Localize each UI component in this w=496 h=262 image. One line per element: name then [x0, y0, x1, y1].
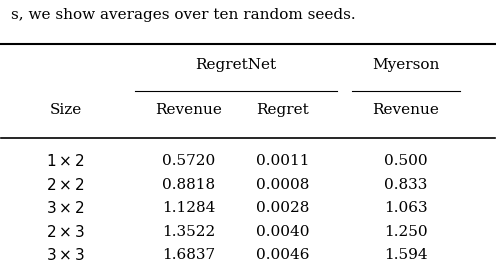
Text: 0.0046: 0.0046 [256, 248, 310, 262]
Text: $3 \times 3$: $3 \times 3$ [46, 247, 85, 262]
Text: $2 \times 2$: $2 \times 2$ [46, 177, 85, 193]
Text: 0.0028: 0.0028 [256, 201, 309, 215]
Text: Regret: Regret [256, 102, 309, 117]
Text: s, we show averages over ten random seeds.: s, we show averages over ten random seed… [11, 8, 356, 23]
Text: Revenue: Revenue [155, 102, 222, 117]
Text: RegretNet: RegretNet [195, 58, 276, 72]
Text: 1.063: 1.063 [384, 201, 428, 215]
Text: $2 \times 3$: $2 \times 3$ [46, 224, 85, 240]
Text: 0.0008: 0.0008 [256, 178, 309, 192]
Text: 0.0040: 0.0040 [256, 225, 310, 239]
Text: Myerson: Myerson [372, 58, 439, 72]
Text: Size: Size [50, 102, 82, 117]
Text: 0.833: 0.833 [384, 178, 428, 192]
Text: 1.3522: 1.3522 [162, 225, 215, 239]
Text: $1 \times 2$: $1 \times 2$ [46, 153, 85, 169]
Text: $3 \times 2$: $3 \times 2$ [46, 200, 85, 216]
Text: 1.250: 1.250 [384, 225, 428, 239]
Text: 0.5720: 0.5720 [162, 154, 215, 168]
Text: 0.0011: 0.0011 [256, 154, 310, 168]
Text: 1.594: 1.594 [384, 248, 428, 262]
Text: 0.8818: 0.8818 [162, 178, 215, 192]
Text: Revenue: Revenue [372, 102, 439, 117]
Text: 0.500: 0.500 [384, 154, 428, 168]
Text: 1.1284: 1.1284 [162, 201, 215, 215]
Text: 1.6837: 1.6837 [162, 248, 215, 262]
